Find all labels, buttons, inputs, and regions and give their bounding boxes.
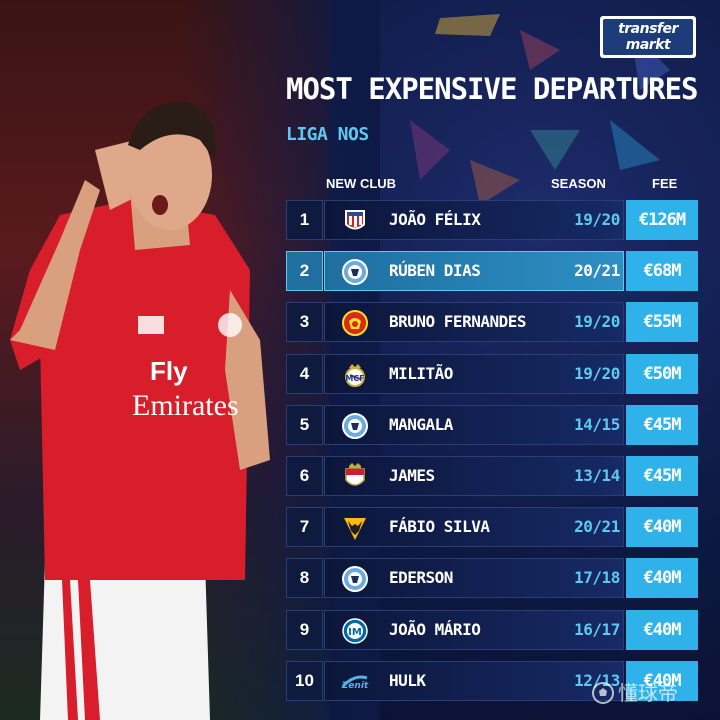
logo-line2: markt (625, 37, 671, 53)
player-name: MILITÃO (389, 364, 453, 383)
season-cell: 20/21 (574, 517, 620, 536)
rank-cell: 2 (286, 251, 323, 291)
player-bar: MCF MILITÃO 19/20 (324, 354, 624, 394)
fee-cell: €55M (626, 302, 698, 342)
football-icon (592, 682, 614, 704)
season-cell: 19/20 (574, 364, 620, 383)
player-photo: Fly Emirates (10, 101, 270, 720)
player-name: FÁBIO SILVA (389, 517, 490, 536)
transfermarkt-logo: transfer markt (600, 16, 696, 58)
player-name: HULK (389, 671, 426, 690)
player-name: JOÃO FÉLIX (389, 210, 481, 229)
player-name: RÚBEN DIAS (389, 261, 481, 280)
logo-line1: transfer (618, 21, 678, 37)
page-title: MOST EXPENSIVE DEPARTURES (286, 72, 699, 106)
player-name: JOÃO MÁRIO (389, 620, 481, 639)
table-row: 6 JAMES 13/14 €45M (286, 456, 698, 496)
player-bar: RÚBEN DIAS 20/21 (324, 251, 624, 291)
table-row: 5 MANGALA 14/15 €45M (286, 405, 698, 445)
table-row: 7 FÁBIO SILVA 20/21 €40M (286, 507, 698, 547)
table-row: 3 BRUNO FERNANDES 19/20 €55M (286, 302, 698, 342)
atletico-madrid-crest-icon (345, 210, 365, 230)
logo-badge: transfer markt (603, 19, 693, 55)
fee-cell: €45M (626, 405, 698, 445)
rank-cell: 8 (286, 558, 323, 598)
rank-cell: 9 (286, 610, 323, 650)
watermark: 懂球帝 (592, 678, 712, 708)
player-bar: FÁBIO SILVA 20/21 (324, 507, 624, 547)
wolves-crest-icon (344, 518, 366, 540)
svg-text:Emirates: Emirates (132, 389, 239, 422)
real-madrid-crest-icon: MCF (345, 364, 365, 387)
table-row: 8 EDERSON 17/18 €40M (286, 558, 698, 598)
table-row: 1 JOÃO FÉLIX 19/20 €126M (286, 200, 698, 240)
rank-cell: 10 (286, 661, 323, 701)
season-cell: 14/15 (574, 415, 620, 434)
fee-cell: €45M (626, 456, 698, 496)
fee-cell: €40M (626, 558, 698, 598)
fee-cell: €50M (626, 354, 698, 394)
svg-text:IM: IM (348, 627, 362, 638)
fee-cell: €126M (626, 200, 698, 240)
season-cell: 20/21 (574, 261, 620, 280)
table-row: 2 RÚBEN DIAS 20/21 €68M (286, 251, 698, 291)
league-subtitle: LIGA NOS (286, 124, 369, 145)
season-cell: 16/17 (574, 620, 620, 639)
column-header-season: SEASON (551, 176, 606, 191)
svg-text:Fly: Fly (150, 356, 188, 386)
season-cell: 19/20 (574, 312, 620, 331)
manchester-united-crest-icon (342, 310, 368, 336)
svg-text:MCF: MCF (345, 374, 364, 383)
zenit-crest-icon: Zenit (341, 675, 369, 691)
player-bar: EDERSON 17/18 (324, 558, 624, 598)
player-name: JAMES (389, 466, 435, 485)
player-bar: JOÃO FÉLIX 19/20 (324, 200, 624, 240)
manchester-city-crest-icon (342, 413, 368, 439)
season-cell: 17/18 (574, 568, 620, 587)
table-row: 4 MCF MILITÃO 19/20 €50M (286, 354, 698, 394)
column-header-new-club: NEW CLUB (326, 176, 397, 191)
rank-cell: 6 (286, 456, 323, 496)
as-monaco-crest-icon (345, 463, 365, 486)
manchester-city-crest-icon (342, 566, 368, 592)
fee-cell: €40M (626, 610, 698, 650)
svg-text:Zenit: Zenit (341, 681, 369, 691)
rank-cell: 5 (286, 405, 323, 445)
rank-cell: 4 (286, 354, 323, 394)
column-header-fee: FEE (652, 176, 678, 191)
fee-cell: €40M (626, 507, 698, 547)
player-bar: IM JOÃO MÁRIO 16/17 (324, 610, 624, 650)
manchester-city-crest-icon (342, 259, 368, 285)
player-bar: MANGALA 14/15 (324, 405, 624, 445)
inter-milan-crest-icon: IM (342, 618, 368, 644)
player-bar: Zenit HULK 12/13 (324, 661, 624, 701)
rank-cell: 1 (286, 200, 323, 240)
rank-cell: 7 (286, 507, 323, 547)
season-cell: 13/14 (574, 466, 620, 485)
player-name: MANGALA (389, 415, 453, 434)
table-row: 10 Zenit HULK 12/13 €40M (286, 661, 698, 701)
player-name: EDERSON (389, 568, 453, 587)
fee-cell: €68M (626, 251, 698, 291)
player-name: BRUNO FERNANDES (389, 312, 527, 331)
watermark-text: 懂球帝 (618, 681, 678, 705)
player-bar: BRUNO FERNANDES 19/20 (324, 302, 624, 342)
table-row: 9 IM JOÃO MÁRIO 16/17 €40M (286, 610, 698, 650)
fee-cell: €40M (626, 661, 698, 701)
rank-cell: 3 (286, 302, 323, 342)
player-bar: JAMES 13/14 (324, 456, 624, 496)
season-cell: 19/20 (574, 210, 620, 229)
